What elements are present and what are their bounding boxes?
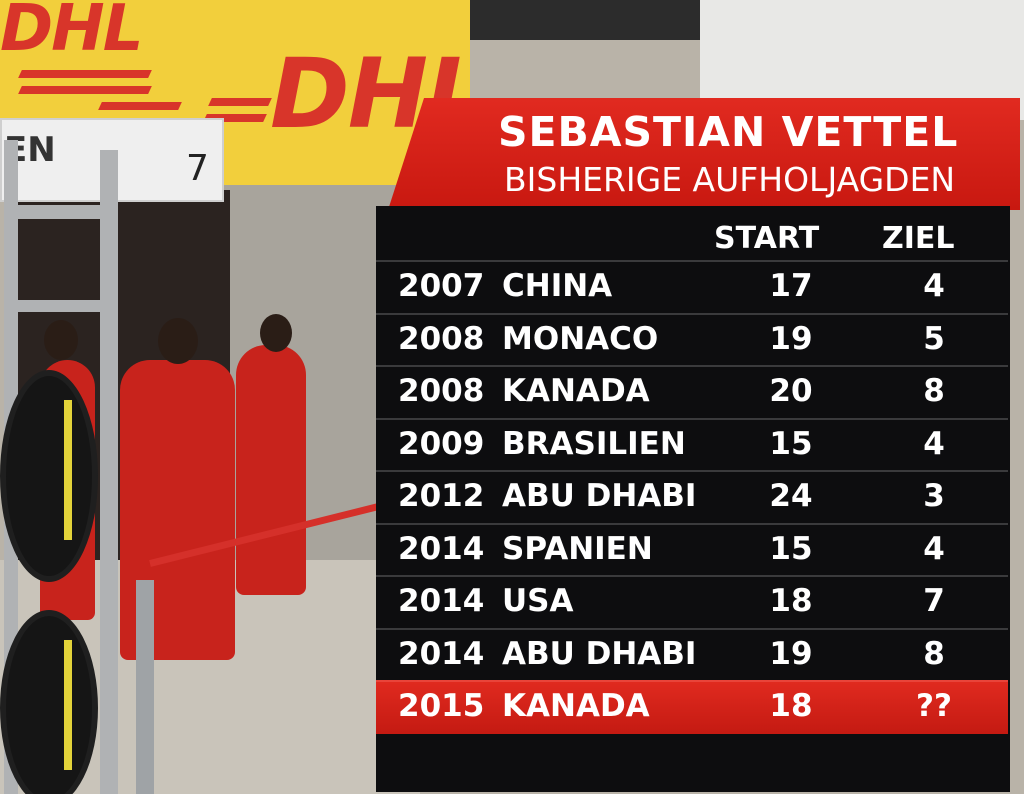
- tyre-band: [64, 400, 72, 540]
- row-start: 18: [769, 583, 813, 619]
- row-race: CHINA: [502, 268, 613, 304]
- table-row: 2009 BRASILIEN 15 4: [376, 418, 1008, 472]
- row-race: KANADA: [502, 373, 650, 409]
- row-race: BRASILIEN: [502, 426, 686, 462]
- mechanic-head: [260, 314, 292, 352]
- column-header-ziel: ZIEL: [882, 221, 955, 256]
- driver-sign-number: 7: [186, 148, 209, 189]
- row-race: MONACO: [502, 321, 659, 357]
- row-ziel: 8: [923, 373, 945, 409]
- row-start: 24: [769, 478, 813, 514]
- row-year: 2009: [398, 426, 485, 462]
- graphic-header: SEBASTIAN VETTEL BISHERIGE AUFHOLJAGDEN: [388, 98, 1020, 210]
- mechanic: [236, 345, 306, 595]
- mechanic-head: [44, 320, 78, 360]
- row-ziel: 7: [923, 583, 945, 619]
- pit-gantry-beam: [14, 300, 104, 312]
- row-year: 2007: [398, 268, 485, 304]
- row-year: 2014: [398, 531, 485, 567]
- row-ziel: 4: [923, 426, 945, 462]
- row-year: 2008: [398, 321, 485, 357]
- table-row: 2014 SPANIEN 15 4: [376, 523, 1008, 577]
- tyre-band: [64, 640, 72, 770]
- row-ziel: ??: [916, 688, 952, 724]
- row-race: ABU DHABI: [502, 636, 697, 672]
- pit-gantry-beam: [14, 205, 104, 219]
- row-year: 2014: [398, 583, 485, 619]
- column-header-start: START: [714, 221, 820, 256]
- row-ziel: 4: [923, 531, 945, 567]
- tyre: [0, 370, 98, 582]
- row-race: SPANIEN: [502, 531, 653, 567]
- banner-stripe: [208, 98, 272, 106]
- graphic-subtitle: BISHERIGE AUFHOLJAGDEN: [504, 160, 956, 199]
- tv-stats-graphic: SEBASTIAN VETTEL BISHERIGE AUFHOLJAGDEN …: [374, 98, 1020, 792]
- table-row: 2007 CHINA 17 4: [376, 260, 1008, 314]
- dhl-logo-left: DHL: [0, 0, 143, 66]
- table-row: 2012 ABU DHABI 24 3: [376, 470, 1008, 524]
- row-ziel: 3: [923, 478, 945, 514]
- row-race: ABU DHABI: [502, 478, 697, 514]
- row-year: 2008: [398, 373, 485, 409]
- row-start: 18: [769, 688, 813, 724]
- row-race: KANADA: [502, 688, 650, 724]
- row-race: USA: [502, 583, 574, 619]
- mechanic-head: [158, 318, 198, 364]
- row-year: 2012: [398, 478, 485, 514]
- row-start: 19: [769, 321, 813, 357]
- row-ziel: 4: [923, 268, 945, 304]
- row-year: 2015: [398, 688, 485, 724]
- row-year: 2014: [398, 636, 485, 672]
- banner-stripe: [18, 86, 152, 94]
- row-ziel: 8: [923, 636, 945, 672]
- row-start: 17: [769, 268, 813, 304]
- table-row: 2008 MONACO 19 5: [376, 313, 1008, 367]
- barrier-stand: [136, 580, 154, 794]
- table-row: 2014 ABU DHABI 19 8: [376, 628, 1008, 682]
- row-start: 19: [769, 636, 813, 672]
- tyre: [0, 610, 98, 794]
- table-row-highlighted: 2015 KANADA 18??: [376, 680, 1008, 734]
- row-start: 15: [769, 531, 813, 567]
- dhl-banner: DHL DHL: [0, 0, 487, 196]
- graphic-title: SEBASTIAN VETTEL: [498, 108, 959, 156]
- pit-gantry-post: [100, 150, 118, 794]
- table-row: 2008 KANADA 20 8: [376, 365, 1008, 419]
- row-start: 15: [769, 426, 813, 462]
- row-ziel: 5: [923, 321, 945, 357]
- banner-stripe: [18, 70, 152, 78]
- banner-stripe: [98, 102, 182, 110]
- table-row: 2014 USA 18 7: [376, 575, 1008, 629]
- row-start: 20: [769, 373, 813, 409]
